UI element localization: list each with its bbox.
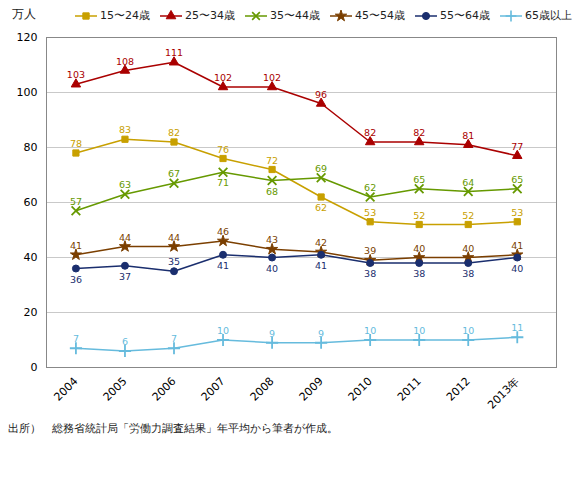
svg-text:9: 9 xyxy=(269,328,275,339)
svg-text:80: 80 xyxy=(24,141,38,154)
svg-text:40: 40 xyxy=(413,243,425,254)
svg-text:62: 62 xyxy=(315,202,327,213)
svg-text:83: 83 xyxy=(119,124,131,135)
svg-text:69: 69 xyxy=(315,163,327,174)
svg-text:82: 82 xyxy=(413,127,425,138)
html-text:15〜24歳: 15〜24歳 xyxy=(100,9,150,22)
svg-text:2008: 2008 xyxy=(248,375,277,404)
svg-text:11: 11 xyxy=(511,322,523,333)
svg-text:2006: 2006 xyxy=(150,375,179,404)
html-text:65歳以上: 65歳以上 xyxy=(525,9,572,22)
svg-text:44: 44 xyxy=(168,232,180,243)
svg-text:65: 65 xyxy=(511,174,523,185)
svg-text:76: 76 xyxy=(217,144,229,155)
svg-text:42: 42 xyxy=(315,237,327,248)
svg-text:38: 38 xyxy=(413,268,425,279)
svg-text:120: 120 xyxy=(17,31,38,44)
svg-text:41: 41 xyxy=(217,260,229,271)
svg-text:2013年: 2013年 xyxy=(485,375,522,412)
svg-text:64: 64 xyxy=(462,177,474,188)
svg-text:38: 38 xyxy=(462,268,474,279)
svg-text:111: 111 xyxy=(165,47,183,58)
svg-text:38: 38 xyxy=(364,268,376,279)
svg-text:10: 10 xyxy=(217,325,229,336)
svg-text:2005: 2005 xyxy=(101,375,130,404)
svg-text:9: 9 xyxy=(318,328,324,339)
svg-text:63: 63 xyxy=(119,179,131,190)
svg-text:40: 40 xyxy=(511,263,523,274)
svg-text:103: 103 xyxy=(67,69,85,80)
svg-text:2011: 2011 xyxy=(395,375,424,404)
svg-text:52: 52 xyxy=(413,210,425,221)
svg-text:10: 10 xyxy=(413,325,425,336)
svg-text:40: 40 xyxy=(266,263,278,274)
svg-text:41: 41 xyxy=(511,240,523,251)
svg-text:46: 46 xyxy=(217,226,229,237)
svg-text:78: 78 xyxy=(70,138,82,149)
svg-text:10: 10 xyxy=(364,325,376,336)
svg-text:43: 43 xyxy=(266,234,278,245)
svg-text:68: 68 xyxy=(266,186,278,197)
svg-text:77: 77 xyxy=(511,141,523,152)
svg-text:53: 53 xyxy=(364,207,376,218)
svg-text:102: 102 xyxy=(263,72,281,83)
svg-text:44: 44 xyxy=(119,232,131,243)
svg-text:2009: 2009 xyxy=(297,375,326,404)
svg-text:108: 108 xyxy=(116,56,134,67)
svg-text:52: 52 xyxy=(462,210,474,221)
svg-text:57: 57 xyxy=(70,196,82,207)
svg-text:2007: 2007 xyxy=(199,375,228,404)
svg-text:100: 100 xyxy=(17,86,38,99)
svg-text:62: 62 xyxy=(364,182,376,193)
html-text:万人: 万人 xyxy=(12,7,36,21)
svg-text:20: 20 xyxy=(24,306,38,319)
svg-text:10: 10 xyxy=(462,325,474,336)
html-text:55〜64歳: 55〜64歳 xyxy=(440,9,490,22)
svg-text:96: 96 xyxy=(315,89,327,100)
svg-text:41: 41 xyxy=(315,260,327,271)
svg-text:81: 81 xyxy=(462,130,474,141)
svg-text:2010: 2010 xyxy=(346,375,375,404)
svg-text:82: 82 xyxy=(168,127,180,138)
svg-text:7: 7 xyxy=(73,333,79,344)
svg-text:39: 39 xyxy=(364,245,376,256)
html-text:35〜44歳: 35〜44歳 xyxy=(270,9,320,22)
svg-text:53: 53 xyxy=(511,207,523,218)
svg-text:71: 71 xyxy=(217,177,229,188)
svg-text:82: 82 xyxy=(364,127,376,138)
svg-text:2012: 2012 xyxy=(444,375,473,404)
svg-text:6: 6 xyxy=(122,336,128,347)
svg-text:41: 41 xyxy=(70,240,82,251)
svg-text:40: 40 xyxy=(462,243,474,254)
svg-text:60: 60 xyxy=(24,196,38,209)
html-text:25〜34歳: 25〜34歳 xyxy=(185,9,235,22)
svg-text:40: 40 xyxy=(24,251,38,264)
svg-text:35: 35 xyxy=(168,256,180,267)
svg-text:37: 37 xyxy=(119,271,131,282)
html-text:45〜54歳: 45〜54歳 xyxy=(355,9,405,22)
svg-text:72: 72 xyxy=(266,155,278,166)
html-text:出所） 総務省統計局「労働力調査結果」年平均から筆者が作成。: 出所） 総務省統計局「労働力調査結果」年平均から筆者が作成。 xyxy=(8,422,338,435)
svg-text:2004: 2004 xyxy=(52,375,81,404)
svg-text:67: 67 xyxy=(168,168,180,179)
svg-text:65: 65 xyxy=(413,174,425,185)
svg-text:0: 0 xyxy=(31,361,38,374)
svg-text:102: 102 xyxy=(214,72,232,83)
svg-text:36: 36 xyxy=(70,274,82,285)
svg-text:7: 7 xyxy=(171,333,177,344)
